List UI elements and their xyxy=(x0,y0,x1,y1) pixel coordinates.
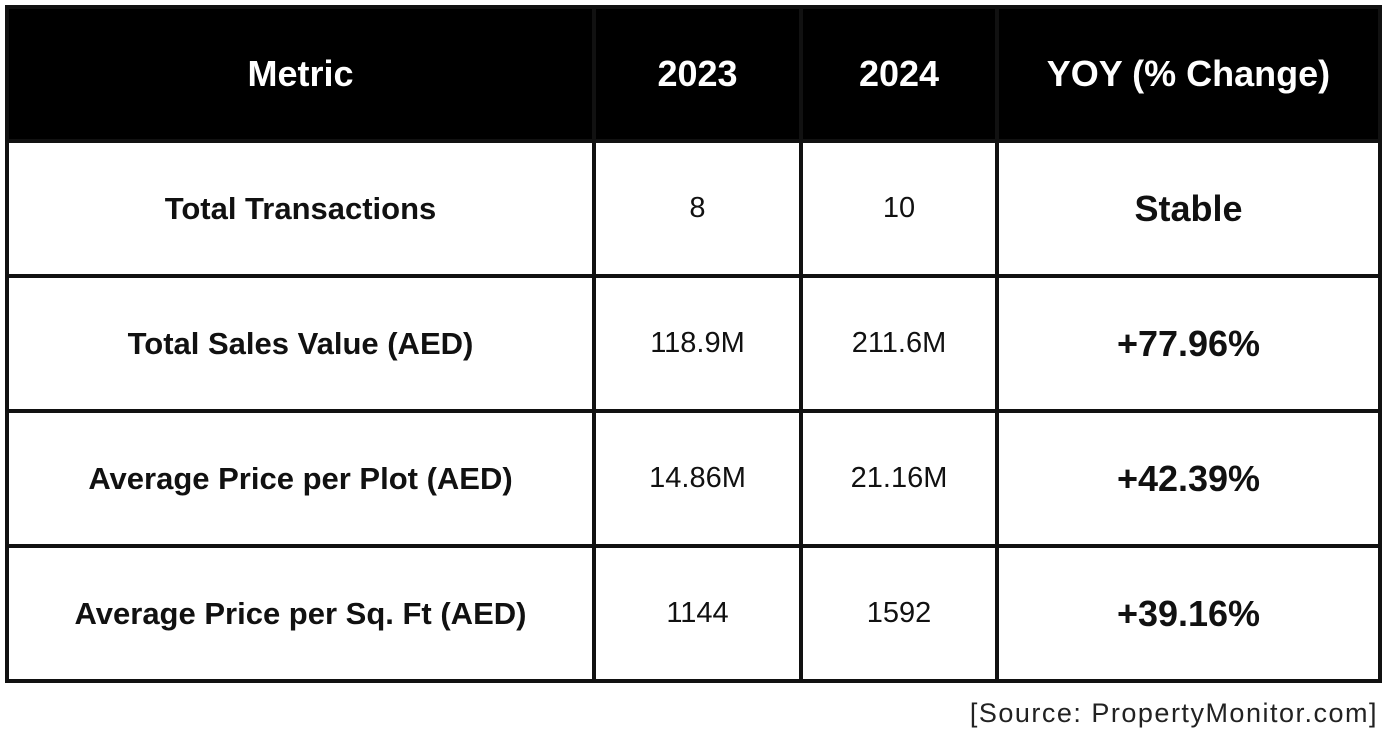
metric-label: Average Price per Sq. Ft (AED) xyxy=(9,548,592,679)
yoy-cell: Stable xyxy=(999,143,1378,274)
source-note: [Source: PropertyMonitor.com] xyxy=(969,698,1378,728)
metric-label: Total Transactions xyxy=(9,143,592,274)
value-cell: 1144 xyxy=(596,548,799,679)
yoy-cell: +42.39% xyxy=(999,413,1378,544)
header-cell: 2023 xyxy=(596,9,799,139)
value-cell: 8 xyxy=(596,143,799,274)
data-table: Metric 2023 2024 YOY (% Change) Total Transa… xyxy=(5,5,1382,683)
value-cell: 118.9M xyxy=(596,278,799,409)
metric-label: Average Price per Plot (AED) xyxy=(9,413,592,544)
yoy-cell: +77.96% xyxy=(999,278,1378,409)
value-cell: 211.6M xyxy=(803,278,995,409)
value-cell: 1592 xyxy=(803,548,995,679)
value-cell: 14.86M xyxy=(596,413,799,544)
header-cell: Metric xyxy=(9,9,592,139)
yoy-cell: +39.16% xyxy=(999,548,1378,679)
value-cell: 10 xyxy=(803,143,995,274)
value-cell: 21.16M xyxy=(803,413,995,544)
metric-label: Total Sales Value (AED) xyxy=(9,278,592,409)
header-cell: 2024 xyxy=(803,9,995,139)
header-cell: YOY (% Change) xyxy=(999,9,1378,139)
